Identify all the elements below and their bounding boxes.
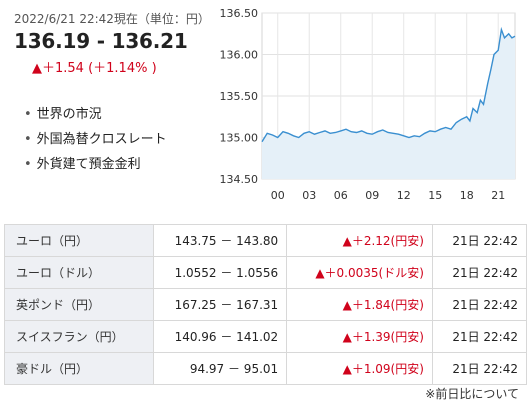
currency-pair[interactable]: スイスフラン（円） — [4, 320, 154, 353]
update-time: 21日 22:42 — [431, 288, 528, 321]
quote-summary: 2022/6/21 22:42現在（単位：円） 136.19 - 136.21 … — [14, 10, 224, 177]
table-row[interactable]: スイスフラン（円） 140.96 － 141.02 ▲＋1.39(円安) 21日… — [4, 320, 528, 353]
link-deposit-rates[interactable]: • 外貨建て預金金利 — [24, 152, 224, 177]
day-change: ▲＋1.39(円安) — [286, 320, 433, 353]
y-tick-label: 135.50 — [220, 90, 259, 103]
x-tick-label: 21 — [491, 189, 505, 202]
y-tick-label: 135.00 — [220, 132, 259, 145]
day-change: ▲＋1.84(円安) — [286, 288, 433, 321]
current-rate: 136.19 - 136.21 — [14, 29, 188, 53]
bid-ask: 140.96 － 141.02 — [152, 320, 288, 353]
bid-ask: 94.97 － 95.01 — [152, 352, 288, 385]
y-tick-label: 134.50 — [220, 173, 259, 186]
currency-pair[interactable]: 英ポンド（円） — [4, 288, 154, 321]
bid-ask: 167.25 － 167.31 — [152, 288, 288, 321]
price-line — [261, 26, 516, 143]
cross-rate-table: ユーロ（円） 143.75 － 143.80 ▲＋2.12(円安) 21日 22… — [4, 224, 528, 385]
x-tick-label: 00 — [271, 189, 285, 202]
y-tick-label: 136.50 — [220, 7, 259, 20]
rate-change: ▲＋1.54 (＋1.14% ) — [32, 61, 157, 76]
update-time: 21日 22:42 — [431, 224, 528, 257]
x-tick-label: 06 — [334, 189, 348, 202]
y-tick-label: 136.00 — [220, 49, 259, 62]
timestamp: 2022/6/21 22:42現在（単位：円） — [14, 12, 210, 26]
price-area — [262, 29, 515, 179]
currency-pair[interactable]: ユーロ（円） — [4, 224, 154, 257]
related-links: • 世界の市況 • 外国為替クロスレート • 外貨建て預金金利 — [14, 102, 224, 177]
x-tick-label: 15 — [428, 189, 442, 202]
update-time: 21日 22:42 — [431, 256, 528, 289]
table-row[interactable]: ユーロ（ドル） 1.0552 － 1.0556 ▲＋0.0035(ドル安) 21… — [4, 256, 528, 289]
bullet-icon: • — [24, 107, 32, 122]
intraday-chart: 136.50 136.00 135.50 135.00 134.50 00 03 06 09 1… — [220, 7, 516, 202]
update-time: 21日 22:42 — [431, 352, 528, 385]
link-label: 外貨建て預金金利 — [36, 157, 141, 172]
table-row[interactable]: ユーロ（円） 143.75 － 143.80 ▲＋2.12(円安) 21日 22… — [4, 224, 528, 257]
bid-ask: 143.75 － 143.80 — [152, 224, 288, 257]
currency-pair[interactable]: 豪ドル（円） — [4, 352, 154, 385]
bullet-icon: • — [24, 132, 32, 147]
plot-area — [261, 12, 516, 180]
link-label: 世界の市況 — [36, 107, 102, 122]
bid-ask: 1.0552 － 1.0556 — [152, 256, 288, 289]
x-tick-label: 12 — [397, 189, 411, 202]
link-world-markets[interactable]: • 世界の市況 — [24, 102, 224, 127]
day-change: ▲＋0.0035(ドル安) — [286, 256, 433, 289]
x-axis-ticks: 00 03 06 09 12 15 18 21 — [271, 189, 505, 202]
x-tick-label: 03 — [302, 189, 316, 202]
bullet-icon: • — [24, 157, 32, 172]
update-time: 21日 22:42 — [431, 320, 528, 353]
x-tick-label: 18 — [460, 189, 474, 202]
y-axis-ticks: 136.50 136.00 135.50 135.00 134.50 — [220, 7, 259, 186]
table-row[interactable]: 豪ドル（円） 94.97 － 95.01 ▲＋1.09(円安) 21日 22:4… — [4, 352, 528, 385]
day-change: ▲＋1.09(円安) — [286, 352, 433, 385]
link-cross-rates[interactable]: • 外国為替クロスレート — [24, 127, 224, 152]
currency-pair[interactable]: ユーロ（ドル） — [4, 256, 154, 289]
footnote-link[interactable]: ※前日比について — [425, 387, 519, 401]
x-tick-label: 09 — [365, 189, 379, 202]
day-change: ▲＋2.12(円安) — [286, 224, 433, 257]
table-row[interactable]: 英ポンド（円） 167.25 － 167.31 ▲＋1.84(円安) 21日 2… — [4, 288, 528, 321]
link-label: 外国為替クロスレート — [36, 132, 167, 147]
